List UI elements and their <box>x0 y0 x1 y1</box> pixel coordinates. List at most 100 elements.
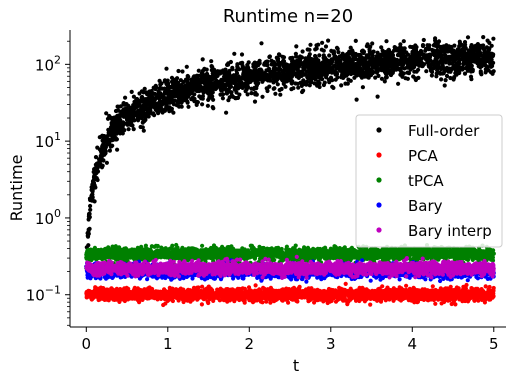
data-point <box>227 73 232 78</box>
data-point <box>307 72 312 77</box>
data-point <box>403 57 409 62</box>
data-point <box>371 49 376 54</box>
data-point <box>450 56 455 62</box>
data-point <box>346 69 351 74</box>
data-point <box>405 70 410 75</box>
data-point <box>455 61 460 67</box>
data-point <box>316 295 321 300</box>
data-point <box>438 50 443 55</box>
data-point <box>423 48 428 53</box>
data-point <box>341 75 346 80</box>
data-point <box>329 48 334 54</box>
data-point <box>252 99 258 104</box>
data-point <box>435 66 440 71</box>
data-point <box>108 138 113 143</box>
data-point <box>442 83 447 88</box>
data-point <box>393 66 398 72</box>
data-point <box>322 56 327 62</box>
data-point <box>109 122 114 127</box>
data-point <box>230 67 235 72</box>
data-point <box>442 49 447 55</box>
data-point <box>434 74 439 79</box>
data-point <box>200 102 205 107</box>
data-point <box>425 43 430 48</box>
data-point <box>165 106 170 111</box>
data-point <box>114 121 119 126</box>
data-point <box>271 70 276 75</box>
data-point <box>361 50 366 56</box>
data-point <box>399 47 404 52</box>
data-point <box>246 77 251 82</box>
data-point <box>415 298 420 303</box>
data-point <box>281 55 287 60</box>
data-point <box>354 63 359 68</box>
data-point <box>174 295 179 300</box>
data-point <box>278 73 284 78</box>
data-point <box>368 302 373 307</box>
data-point <box>118 127 123 132</box>
data-point <box>297 286 302 291</box>
data-point <box>211 86 216 91</box>
data-point <box>289 87 294 92</box>
data-point <box>468 74 474 79</box>
data-point <box>133 111 138 116</box>
data-point <box>329 59 335 64</box>
data-point <box>307 47 312 52</box>
data-point <box>469 66 474 71</box>
data-point <box>433 301 438 306</box>
data-point <box>105 296 110 301</box>
data-point <box>211 97 216 102</box>
data-point <box>456 286 461 291</box>
data-point <box>137 91 142 96</box>
data-point <box>430 62 435 67</box>
data-point <box>446 49 451 54</box>
data-point <box>276 62 281 67</box>
data-point <box>289 62 294 67</box>
data-point <box>459 290 464 295</box>
data-point <box>152 91 157 96</box>
data-point <box>465 35 471 40</box>
data-point <box>92 174 97 179</box>
data-point <box>235 95 241 100</box>
data-point <box>172 90 177 95</box>
data-point <box>410 56 415 62</box>
data-point <box>267 84 272 89</box>
data-point <box>322 80 327 85</box>
data-point <box>439 77 444 82</box>
data-point <box>421 52 426 58</box>
data-point <box>88 203 93 209</box>
data-point <box>229 93 234 98</box>
data-point <box>367 47 372 52</box>
data-point <box>242 75 247 80</box>
data-point <box>462 71 468 76</box>
data-point <box>478 62 483 67</box>
data-point <box>454 67 459 72</box>
data-point <box>470 44 475 49</box>
data-point <box>444 73 450 79</box>
data-point <box>313 53 318 59</box>
data-point <box>131 94 136 99</box>
data-point <box>190 95 195 100</box>
data-point <box>368 59 373 64</box>
data-point <box>354 97 359 102</box>
data-point <box>396 81 401 86</box>
data-point <box>243 89 248 94</box>
data-point <box>483 63 488 68</box>
data-point <box>391 60 396 65</box>
data-point <box>426 64 432 69</box>
data-point <box>125 113 130 118</box>
data-point <box>245 68 250 73</box>
data-point <box>490 53 495 59</box>
data-point <box>252 288 257 293</box>
data-point <box>451 294 456 299</box>
data-point <box>333 299 339 304</box>
data-point <box>138 109 143 114</box>
data-point <box>457 70 462 76</box>
data-point <box>157 78 162 83</box>
data-point <box>321 48 326 53</box>
data-point <box>144 90 149 95</box>
data-point <box>402 66 407 71</box>
data-point <box>167 292 172 297</box>
data-point <box>243 81 248 86</box>
data-point <box>117 115 122 120</box>
